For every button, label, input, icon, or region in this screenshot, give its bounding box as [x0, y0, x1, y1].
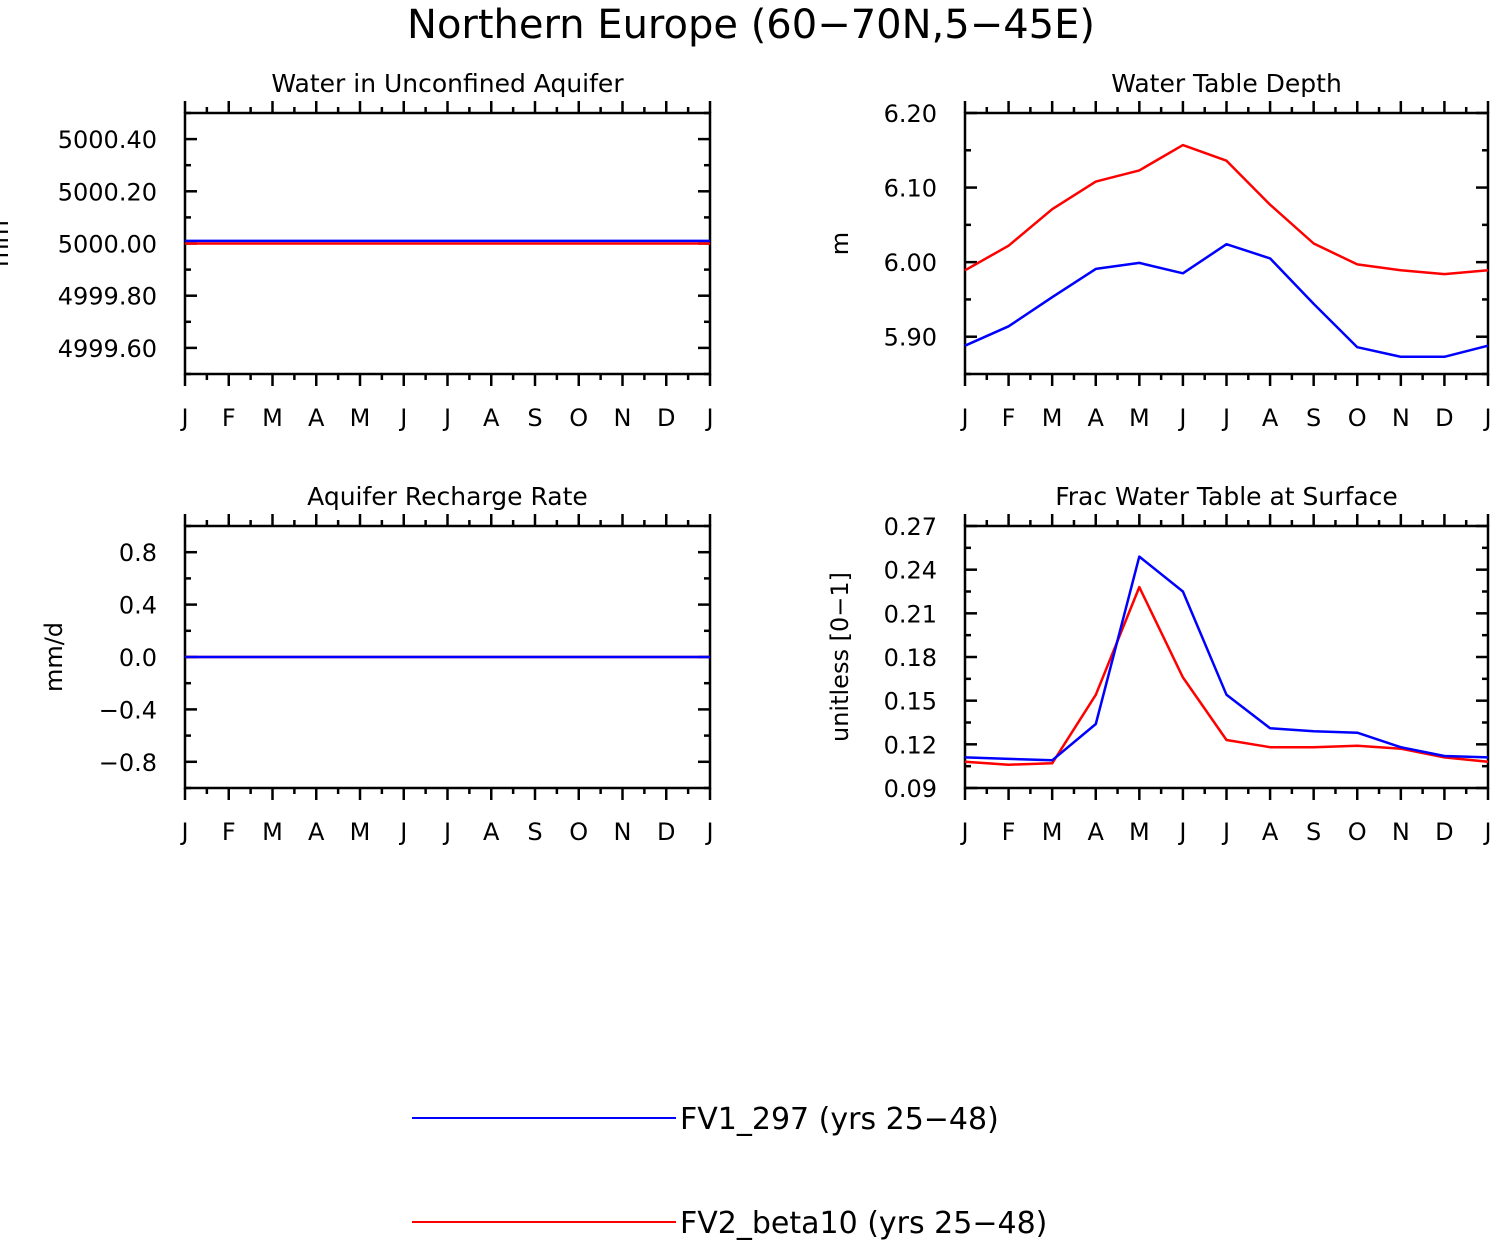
panel-water-table-depth-series-fv1-297-yrs-25-48 [964, 242, 1489, 359]
panel-frac-water-table-at-surface-xtick-label: J [1482, 818, 1491, 846]
panel-water-table-depth-xtick-label: S [1306, 404, 1321, 432]
panel-water-in-unconfined-aquifer-ytick-label: 5000.00 [58, 231, 157, 259]
panel-water-table-depth-title: Water Table Depth [1111, 69, 1342, 98]
panel-water-table-depth-xtick-label: A [1262, 404, 1279, 432]
panel-water-in-unconfined-aquifer-xtick-label: J [442, 404, 451, 432]
panel-aquifer-recharge-rate-xtick-label: N [614, 818, 632, 846]
panel-water-table-depth-ytick-label: 6.00 [884, 249, 937, 277]
panel-aquifer-recharge-rate-xtick-label: A [483, 818, 500, 846]
panel-water-in-unconfined-aquifer-ytick-label: 5000.20 [58, 178, 157, 206]
panel-frac-water-table-at-surface-ytick-label: 0.15 [884, 688, 937, 716]
panel-water-table-depth-xtick-label: M [1042, 404, 1063, 432]
panel-frac-water-table-at-surface-title: Frac Water Table at Surface [1055, 482, 1398, 511]
panel-aquifer-recharge-rate-xtick-label: J [179, 818, 188, 846]
panel-water-table-depth-ylabel: m [826, 232, 854, 255]
panel-aquifer-recharge-rate-ytick-label: 0.0 [119, 644, 157, 672]
panel-water-table-depth-xtick-label: J [1482, 404, 1491, 432]
panel-frac-water-table-at-surface-xtick-label: S [1306, 818, 1321, 846]
panel-frac-water-table-at-surface-ytick-label: 0.24 [884, 557, 937, 585]
panel-water-in-unconfined-aquifer-xtick-label: J [179, 404, 188, 432]
legend-label-fv1-297-yrs-25-48: FV1_297 (yrs 25−48) [680, 1102, 999, 1137]
panel-aquifer-recharge-rate-ytick-label: −0.8 [99, 749, 157, 777]
panel-water-in-unconfined-aquifer-ytick-label: 4999.60 [58, 335, 157, 363]
panel-frac-water-table-at-surface-xtick-label: O [1348, 818, 1367, 846]
panel-water-in-unconfined-aquifer-ylabel: mm [0, 220, 14, 267]
panel-water-in-unconfined-aquifer-xtick-label: J [704, 404, 713, 432]
legend: FV1_297 (yrs 25−48) FV2_beta10 (yrs 25−48… [412, 1102, 1047, 1241]
panel-aquifer-recharge-rate-xtick-label: F [222, 818, 236, 846]
panel-aquifer-recharge-rate-xtick-label: S [527, 818, 542, 846]
panel-water-in-unconfined-aquifer-xtick-label: F [222, 404, 236, 432]
panel-aquifer-recharge-rate-xtick-label: M [262, 818, 283, 846]
panel-water-table-depth-ytick-label: 5.90 [884, 324, 937, 352]
panel-frac-water-table-at-surface-xtick-label: D [1435, 818, 1453, 846]
panel-frac-water-table-at-surface-ytick-label: 0.09 [884, 775, 937, 803]
panel-water-table-depth-ytick-label: 6.10 [884, 175, 937, 203]
panel-aquifer-recharge-rate-xtick-label: O [569, 818, 588, 846]
panel-water-in-unconfined-aquifer-ytick-label: 5000.40 [58, 126, 157, 154]
panel-water-in-unconfined-aquifer-xtick-label: N [614, 404, 632, 432]
panel-aquifer-recharge-rate-ytick-label: 0.4 [119, 592, 157, 620]
panel-water-in-unconfined-aquifer-xtick-label: O [569, 404, 588, 432]
panel-frac-water-table-at-surface-xtick-label: A [1088, 818, 1105, 846]
panel-water-table-depth-xtick-label: J [959, 404, 968, 432]
panel-water-in-unconfined-aquifer-xtick-label: A [483, 404, 500, 432]
panel-water-table-depth-xtick-label: M [1129, 404, 1150, 432]
panel-frac-water-table-at-surface-series-fv1-297-yrs-25-48 [964, 555, 1489, 762]
panel-water-in-unconfined-aquifer-title: Water in Unconfined Aquifer [271, 69, 624, 98]
panel-water-in-unconfined-aquifer-xtick-label: J [398, 404, 407, 432]
panel-water-in-unconfined-aquifer-xtick-label: D [657, 404, 675, 432]
panel-aquifer-recharge-rate-xtick-label: M [350, 818, 371, 846]
panel-water-in-unconfined-aquifer-xtick-label: M [350, 404, 371, 432]
panel-water-in-unconfined-aquifer-ytick-label: 4999.80 [58, 283, 157, 311]
panel-frac-water-table-at-surface-xtick-label: A [1262, 818, 1279, 846]
panel-aquifer-recharge-rate-ytick-label: 0.8 [119, 539, 157, 567]
panel-water-table-depth-xtick-label: F [1002, 404, 1016, 432]
panel-aquifer-recharge-rate-xtick-label: D [657, 818, 675, 846]
panel-frac-water-table-at-surface-xtick-label: M [1042, 818, 1063, 846]
panel-water-in-unconfined-aquifer-xtick-label: M [262, 404, 283, 432]
panel-water-table-depth-xtick-label: O [1348, 404, 1367, 432]
legend-label-fv2-beta10-yrs-25-48: FV2_beta10 (yrs 25−48) [680, 1206, 1047, 1241]
panel-frac-water-table-at-surface-ytick-label: 0.27 [884, 513, 937, 541]
panel-frac-water-table-at-surface-ytick-label: 0.18 [884, 644, 937, 672]
panel-frac-water-table-at-surface-series-fv2-beta10-yrs-25-48 [964, 585, 1489, 766]
panel-aquifer-recharge-rate-xtick-label: J [398, 818, 407, 846]
panel-water-table-depth-series-fv2-beta10-yrs-25-48 [964, 143, 1489, 276]
panel-frac-water-table-at-surface-xtick-label: M [1129, 818, 1150, 846]
panel-frac-water-table-at-surface-ylabel: unitless [0−1] [826, 572, 854, 742]
panel-water-in-unconfined-aquifer-xtick-label: S [527, 404, 542, 432]
panel-water-in-unconfined-aquifer-xtick-label: A [308, 404, 325, 432]
panel-aquifer-recharge-rate-xtick-label: J [704, 818, 713, 846]
panel-aquifer-recharge-rate-xtick-label: J [442, 818, 451, 846]
panel-water-table-depth-xtick-label: N [1392, 404, 1410, 432]
panel-aquifer-recharge-rate-xtick-label: A [308, 818, 325, 846]
panel-frac-water-table-at-surface-xtick-label: F [1002, 818, 1016, 846]
panel-frac-water-table-at-surface-xtick-label: J [959, 818, 968, 846]
panel-frac-water-table-at-surface-ytick-label: 0.21 [884, 600, 937, 628]
panel-frac-water-table-at-surface-xtick-label: N [1392, 818, 1410, 846]
panel-frac-water-table-at-surface-xtick-label: J [1177, 818, 1186, 846]
panel-water-table-depth-xtick-label: A [1088, 404, 1105, 432]
panel-frac-water-table-at-surface-ytick-label: 0.12 [884, 731, 937, 759]
panel-aquifer-recharge-rate-ylabel: mm/d [40, 622, 68, 692]
panel-water-table-depth-xtick-label: J [1221, 404, 1230, 432]
main-title: Northern Europe (60−70N,5−45E) [407, 2, 1095, 48]
panel-water-table-depth-ytick-label: 6.20 [884, 100, 937, 128]
panel-aquifer-recharge-rate-title: Aquifer Recharge Rate [307, 482, 588, 511]
panel-frac-water-table-at-surface-xtick-label: J [1221, 818, 1230, 846]
panel-aquifer-recharge-rate-ytick-label: −0.4 [99, 696, 157, 724]
panel-water-table-depth-xtick-label: J [1177, 404, 1186, 432]
panel-water-table-depth-xtick-label: D [1435, 404, 1453, 432]
